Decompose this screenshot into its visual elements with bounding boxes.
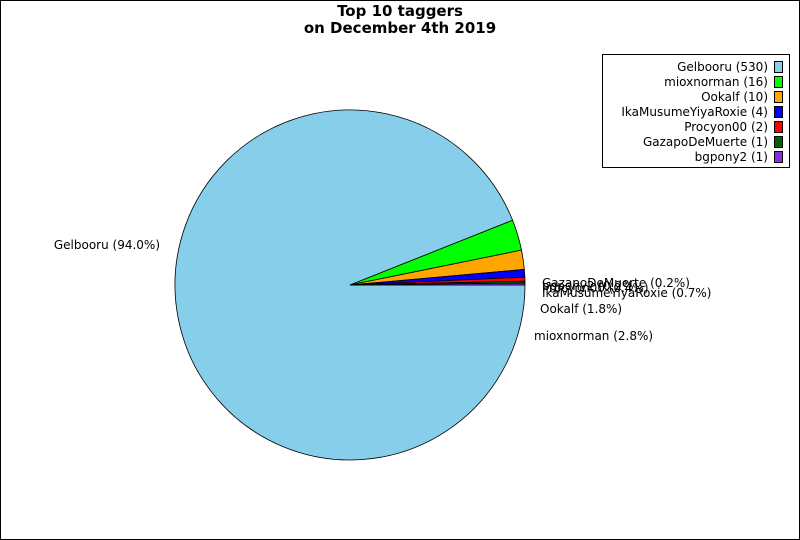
legend-item-procyon00: Procyon00 (2) [603, 119, 783, 134]
chart-title-line-1: Top 10 taggers [337, 2, 463, 20]
legend-label: Gelbooru (530) [677, 59, 768, 74]
legend-swatch [774, 105, 783, 118]
slice-label-ikamusumeyiyaroxie: IkaMusumeYiyaRoxie (0.7%) [542, 286, 711, 300]
legend-swatch [774, 60, 783, 73]
legend-label: Procyon00 (2) [684, 119, 768, 134]
legend-label: IkaMusumeYiyaRoxie (4) [621, 104, 768, 119]
slice-label-mioxnorman: mioxnorman (2.8%) [534, 329, 653, 343]
legend-label: bgpony2 (1) [694, 149, 768, 164]
chart-title-line-2: on December 4th 2019 [303, 19, 497, 37]
legend-label: GazapoDeMuerte (1) [642, 134, 768, 149]
legend: Gelbooru (530) mioxnorman (16) Ookalf (10)… [602, 54, 790, 168]
legend-swatch [774, 150, 783, 163]
legend-item-gelbooru: Gelbooru (530) [603, 59, 783, 74]
legend-item-ookalf: Ookalf (10) [603, 89, 783, 104]
slice-label-bgpony2: bgpony2 (0.2%) [542, 279, 638, 293]
legend-swatch [774, 120, 783, 133]
chart-title: Top 10 taggers on December 4th 2019 [0, 3, 800, 37]
slice-label-procyon00: Procyon00 (0.4%) [542, 281, 649, 295]
legend-swatch [774, 90, 783, 103]
legend-item-bgpony2: bgpony2 (1) [603, 149, 783, 164]
slice-label-ookalf: Ookalf (1.8%) [540, 302, 622, 316]
slice-label-gelbooru: Gelbooru (94.0%) [54, 238, 160, 252]
legend-swatch [774, 75, 783, 88]
legend-item-ikamusumeyiyaroxie: IkaMusumeYiyaRoxie (4) [603, 104, 783, 119]
legend-label: mioxnorman (16) [664, 74, 768, 89]
legend-item-mioxnorman: mioxnorman (16) [603, 74, 783, 89]
legend-item-gazapodemuerte: GazapoDeMuerte (1) [603, 134, 783, 149]
legend-swatch [774, 135, 783, 148]
pie-slice-bgpony2 [349, 282, 526, 286]
slice-label-gazapodemuerte: GazapoDeMuerte (0.2%) [542, 276, 690, 290]
pie-slices [174, 109, 526, 461]
pie-labels: Gelbooru (94.0%) mioxnorman (2.8%) Ookalf … [54, 238, 712, 343]
legend-label: Ookalf (10) [701, 89, 768, 104]
